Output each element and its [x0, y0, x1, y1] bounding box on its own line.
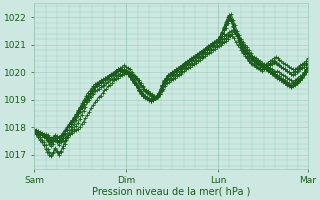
X-axis label: Pression niveau de la mer( hPa ): Pression niveau de la mer( hPa ) — [92, 187, 250, 197]
